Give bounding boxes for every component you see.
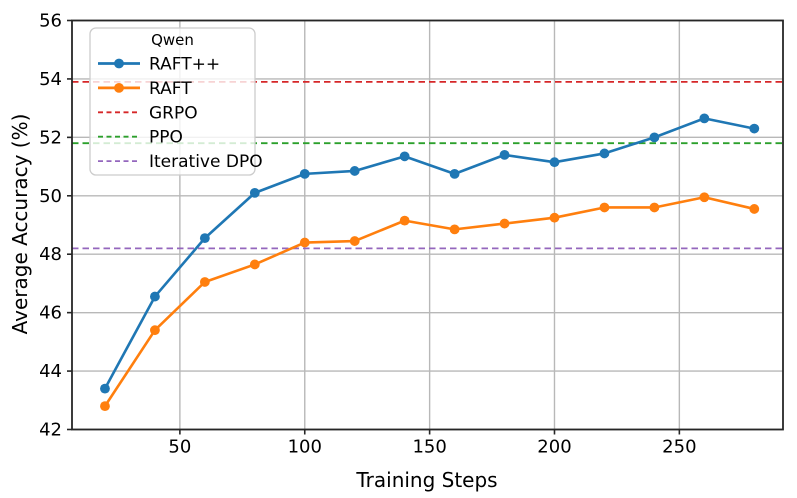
data-point-marker (599, 148, 610, 159)
data-point-marker (499, 218, 510, 229)
data-point-marker (399, 151, 410, 162)
legend-title: Qwen (151, 31, 194, 49)
x-axis-tick-label: 100 (288, 437, 322, 458)
data-point-marker (549, 212, 560, 223)
legend-item-raftpp: RAFT++ (98, 55, 220, 75)
legend-item-label: RAFT++ (149, 55, 220, 75)
y-axis-tick-label: 52 (39, 127, 62, 148)
data-point-marker (100, 383, 110, 394)
y-axis-tick-label: 44 (39, 361, 62, 382)
series-line (103, 117, 756, 390)
y-axis-tick-label: 42 (39, 420, 62, 441)
data-point-marker (749, 204, 760, 214)
data-point-marker (199, 233, 210, 244)
legend-item-label: RAFT (149, 79, 192, 99)
x-axis-tick-label: 200 (537, 437, 571, 458)
data-point-marker (499, 149, 510, 160)
series-layer (100, 113, 760, 412)
data-point-marker (399, 215, 410, 226)
data-point-marker (150, 325, 160, 336)
data-point-marker (599, 202, 610, 213)
y-axis-tick-label: 46 (39, 303, 62, 324)
data-point-marker (199, 277, 210, 287)
data-point-marker (549, 157, 560, 168)
data-point-marker (349, 236, 360, 246)
data-point-marker (449, 168, 460, 179)
data-point-marker (649, 202, 660, 213)
legend-sample-marker (114, 58, 124, 69)
legend-sample-marker (114, 83, 124, 93)
legend-item-grpo: GRPO (98, 103, 198, 123)
data-point-marker (299, 168, 310, 179)
data-point-marker (150, 291, 160, 302)
legend-item-label: GRPO (149, 103, 198, 123)
series-raft (100, 192, 760, 412)
y-axis-tick-label: 50 (39, 186, 62, 207)
series-line (103, 195, 756, 408)
legend-item-iterative-dpo: Iterative DPO (98, 152, 263, 172)
legend-item-label: PPO (149, 128, 183, 148)
axes-layer: 50 100 150 200 250 42 44 46 48 50 52 54 56 (39, 11, 784, 458)
data-point-marker (249, 187, 260, 198)
x-axis-tick-label: 150 (412, 437, 446, 458)
x-axis-label: Training Steps (355, 468, 497, 492)
legend-item-raft: RAFT (98, 79, 192, 99)
data-point-marker (449, 224, 460, 235)
data-point-marker (299, 237, 310, 248)
data-point-marker (699, 192, 710, 203)
y-axis-tick-label: 54 (39, 69, 62, 90)
legend: Qwen RAFT++ RAFT GRPO PPO Iterative DPO (89, 27, 263, 176)
data-point-marker (249, 259, 260, 270)
data-point-marker (100, 401, 110, 412)
data-point-marker (349, 166, 360, 176)
y-axis-tick-label: 56 (39, 11, 62, 32)
legend-item-ppo: PPO (98, 128, 183, 148)
y-axis-label: Average Accuracy (%) (8, 114, 32, 335)
legend-item-label: Iterative DPO (149, 152, 263, 172)
data-point-marker (749, 123, 760, 134)
plot-border (71, 19, 784, 431)
data-point-marker (649, 132, 660, 143)
x-axis-tick-label: 50 (168, 437, 191, 458)
data-point-marker (699, 113, 710, 124)
x-axis-tick-label: 250 (662, 437, 696, 458)
y-axis-tick-label: 48 (39, 244, 62, 265)
series-raftpp (100, 113, 760, 394)
